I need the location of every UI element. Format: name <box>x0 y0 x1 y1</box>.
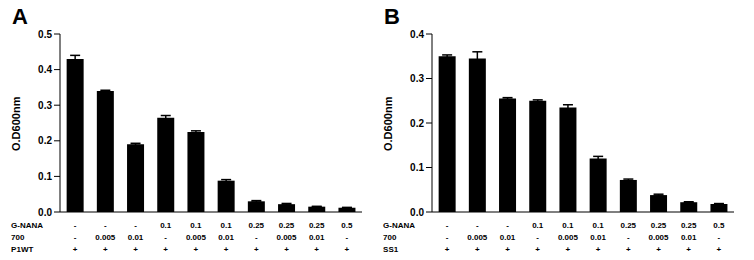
svg-text:0.005: 0.005 <box>467 233 488 242</box>
svg-text:+: + <box>626 245 631 254</box>
svg-text:0.1: 0.1 <box>593 221 605 230</box>
svg-text:+: + <box>475 245 480 254</box>
svg-text:0.4: 0.4 <box>38 64 52 75</box>
svg-text:+: + <box>566 245 571 254</box>
svg-text:0.005: 0.005 <box>95 233 116 242</box>
svg-text:0.01: 0.01 <box>681 233 697 242</box>
svg-text:+: + <box>73 245 78 254</box>
svg-text:0.005: 0.005 <box>276 233 297 242</box>
svg-text:0.1: 0.1 <box>160 221 172 230</box>
svg-text:+: + <box>345 245 350 254</box>
html-text:B: B <box>384 4 400 29</box>
svg-text:+: + <box>194 245 199 254</box>
svg-text:0.1: 0.1 <box>38 171 52 182</box>
svg-text:G-NANA: G-NANA <box>383 221 415 230</box>
svg-text:-: - <box>255 233 258 242</box>
svg-text:0.25: 0.25 <box>651 221 667 230</box>
svg-text:+: + <box>686 245 691 254</box>
svg-text:+: + <box>445 245 450 254</box>
svg-text:0.4: 0.4 <box>410 29 424 40</box>
svg-text:0.25: 0.25 <box>279 221 295 230</box>
svg-text:0.3: 0.3 <box>38 100 52 111</box>
svg-text:+: + <box>596 245 601 254</box>
svg-text:700: 700 <box>383 233 397 242</box>
svg-text:-: - <box>134 221 137 230</box>
svg-text:0.01: 0.01 <box>500 233 516 242</box>
svg-text:0.3: 0.3 <box>410 73 424 84</box>
svg-text:+: + <box>717 245 722 254</box>
svg-text:O.D600nm: O.D600nm <box>10 96 22 151</box>
svg-text:0.1: 0.1 <box>562 221 574 230</box>
svg-text:-: - <box>164 233 167 242</box>
svg-text:0.1: 0.1 <box>532 221 544 230</box>
svg-text:0.1: 0.1 <box>190 221 202 230</box>
svg-text:G-NANA: G-NANA <box>11 221 43 230</box>
svg-text:0.0: 0.0 <box>38 207 52 218</box>
svg-text:SS1: SS1 <box>383 245 399 254</box>
svg-text:0.01: 0.01 <box>128 233 144 242</box>
svg-text:0.01: 0.01 <box>218 233 234 242</box>
svg-text:-: - <box>536 233 539 242</box>
svg-text:0.25: 0.25 <box>621 221 637 230</box>
svg-text:0.1: 0.1 <box>221 221 233 230</box>
svg-text:0.005: 0.005 <box>648 233 669 242</box>
svg-text:0.2: 0.2 <box>38 135 52 146</box>
svg-text:+: + <box>535 245 540 254</box>
svg-text:0.5: 0.5 <box>713 221 725 230</box>
svg-text:-: - <box>506 221 509 230</box>
svg-text:700: 700 <box>11 233 25 242</box>
svg-text:0.25: 0.25 <box>681 221 697 230</box>
svg-text:-: - <box>627 233 630 242</box>
svg-text:-: - <box>718 233 721 242</box>
svg-text:0.25: 0.25 <box>309 221 325 230</box>
svg-text:0.5: 0.5 <box>341 221 353 230</box>
svg-text:-: - <box>446 233 449 242</box>
svg-text:+: + <box>505 245 510 254</box>
svg-text:-: - <box>74 233 77 242</box>
svg-text:P1WT: P1WT <box>11 245 33 254</box>
svg-text:+: + <box>656 245 661 254</box>
svg-text:0.01: 0.01 <box>590 233 606 242</box>
svg-text:-: - <box>346 233 349 242</box>
svg-text:0.005: 0.005 <box>558 233 579 242</box>
svg-text:+: + <box>314 245 319 254</box>
svg-text:-: - <box>104 221 107 230</box>
svg-text:+: + <box>163 245 168 254</box>
svg-text:+: + <box>133 245 138 254</box>
svg-text:-: - <box>476 221 479 230</box>
svg-text:0.1: 0.1 <box>410 162 424 173</box>
svg-text:0.25: 0.25 <box>249 221 265 230</box>
svg-text:+: + <box>284 245 289 254</box>
svg-text:0.2: 0.2 <box>410 118 424 129</box>
svg-text:-: - <box>446 221 449 230</box>
svg-text:0.0: 0.0 <box>410 207 424 218</box>
svg-text:+: + <box>103 245 108 254</box>
svg-text:+: + <box>254 245 259 254</box>
svg-text:-: - <box>74 221 77 230</box>
svg-text:0.005: 0.005 <box>186 233 207 242</box>
svg-text:O.D600nm: O.D600nm <box>382 96 394 151</box>
html-text:A: A <box>12 4 28 29</box>
svg-text:+: + <box>224 245 229 254</box>
svg-text:0.01: 0.01 <box>309 233 325 242</box>
svg-text:0.5: 0.5 <box>38 29 52 40</box>
